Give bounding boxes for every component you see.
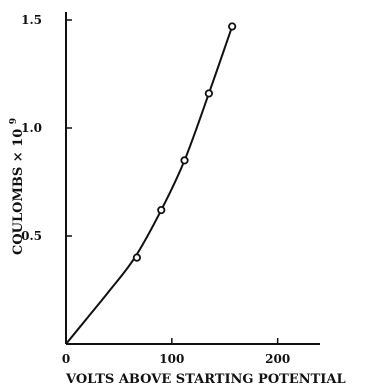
series [65, 22, 237, 345]
data-point [228, 22, 237, 31]
data-point [157, 205, 166, 215]
y-axis-label-main: COULOMBS × 10 [11, 129, 26, 255]
x-tick-label: 200 [265, 352, 290, 366]
y-tick-label: 1.0 [21, 121, 42, 135]
data-point [180, 156, 189, 165]
x-tick-label: 100 [159, 352, 184, 366]
ticks: 0 100 200 0.5 1.0 1.5 [21, 13, 290, 366]
y-tick-label: 1.5 [21, 13, 42, 27]
data-point [132, 253, 142, 262]
data-curve [65, 26, 234, 345]
y-tick-label: 0.5 [21, 229, 42, 243]
data-point [204, 89, 213, 98]
y-axis-label: COULOMBS × 10 9 [9, 118, 26, 255]
y-axis-label-exponent: 9 [9, 118, 19, 124]
x-tick-label: 0 [62, 352, 70, 366]
x-axis-label: VOLTS ABOVE STARTING POTENTIAL [65, 372, 346, 387]
axes [65, 12, 320, 345]
